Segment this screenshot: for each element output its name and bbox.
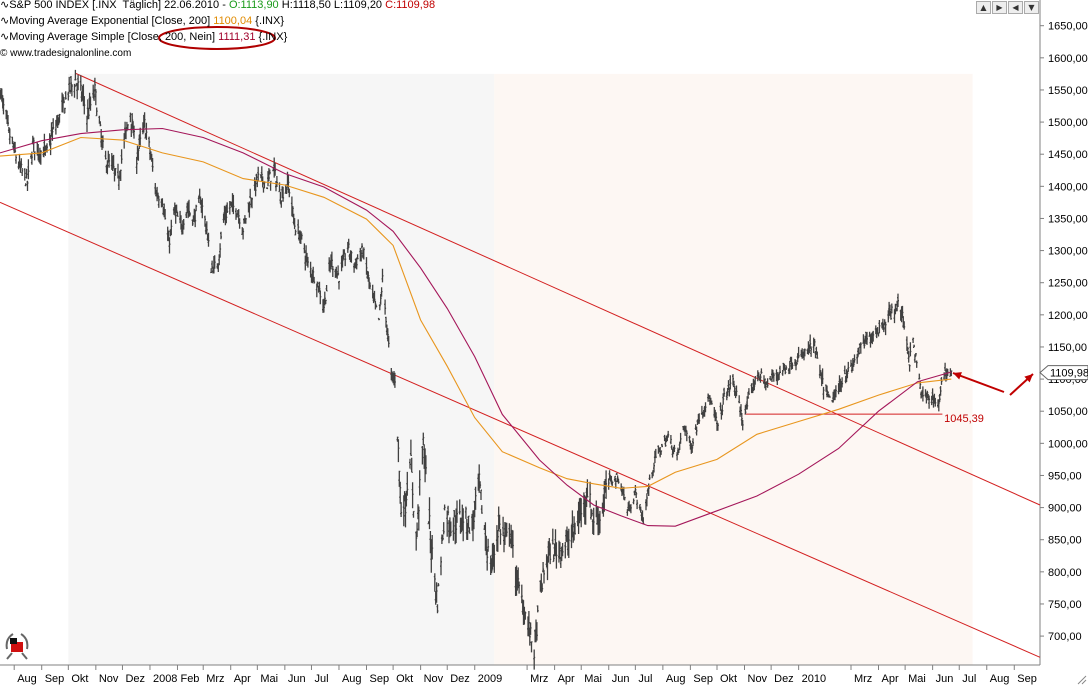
resize-grip-icon (1077, 675, 1087, 685)
scroll-left-button[interactable]: ◀ (1008, 1, 1023, 14)
x-tick-label: Apr (234, 673, 251, 685)
sma-line (0, 127, 952, 527)
trend-line (75, 72, 1041, 506)
shaded-region (68, 73, 495, 665)
arrow-to-price (952, 372, 1005, 393)
y-tick-label: 1300,00 (1048, 246, 1088, 258)
x-tick-label: Aug (17, 673, 37, 685)
x-tick-label: Okt (396, 673, 413, 685)
x-tick-label: Sep (369, 673, 389, 685)
x-tick-label: Jul (962, 673, 976, 685)
x-tick-label: Nov (99, 673, 119, 685)
window-controls: ▲ ▶ ◀ ▼ (976, 1, 1039, 14)
x-tick-label: 2009 (478, 673, 502, 685)
ema-icon: ∿ (0, 15, 10, 27)
scroll-up-button[interactable]: ▲ (976, 1, 991, 14)
x-tick-label: Mrz (530, 673, 548, 685)
x-tick-label: Jul (314, 673, 328, 685)
header-ohlc-line: ∿S&P 500 INDEX [.INX Täglich] 22.06.2010… (0, 0, 435, 13)
header-sma-line[interactable]: ∿Moving Average Simple [Close, 200, Nein… (0, 30, 287, 45)
y-tick-label: 1350,00 (1048, 213, 1088, 225)
x-tick-label: Mai (260, 673, 278, 685)
x-tick-label: Jul (638, 673, 652, 685)
chart-icon: ∿ (0, 0, 10, 11)
support-level-label: 1045,39 (944, 413, 984, 425)
shaded-region (494, 73, 973, 665)
x-tick-label: Sep (1017, 673, 1037, 685)
y-tick-label: 1000,00 (1048, 438, 1088, 450)
scroll-down-button[interactable]: ▼ (1024, 1, 1039, 14)
arrow-to-axis-head (1024, 374, 1033, 383)
sma-label: Moving Average Simple [Close, (9, 31, 165, 43)
y-tick-label: 750,00 (1048, 599, 1082, 611)
ema-label: Moving Average Exponential [Close, 200] (9, 15, 214, 27)
scroll-right-button[interactable]: ▶ (992, 1, 1007, 14)
y-tick-label: 1450,00 (1048, 149, 1088, 161)
x-tick-label: Jun (612, 673, 630, 685)
x-tick-label: Mrz (206, 673, 224, 685)
sma-symbol: {.INX} (255, 31, 288, 43)
x-tick-label: Apr (881, 673, 898, 685)
x-tick-label: Nov (424, 673, 444, 685)
sma-icon: ∿ (0, 31, 10, 43)
x-tick-label: 2010 (802, 673, 826, 685)
x-tick-label: Okt (71, 673, 88, 685)
x-tick-label: Mai (908, 673, 926, 685)
low-value: L:1109,20 (330, 0, 383, 11)
logo-icon (5, 633, 29, 660)
x-tick-label: Dez (774, 673, 794, 685)
close-value: C:1109,98 (382, 0, 436, 11)
y-tick-label: 800,00 (1048, 567, 1082, 579)
y-tick-label: 1250,00 (1048, 278, 1088, 290)
x-tick-label: Aug (666, 673, 686, 685)
ema-line (0, 136, 952, 489)
y-tick-label: 1400,00 (1048, 181, 1088, 193)
price-bars (0, 69, 953, 670)
symbol-info: S&P 500 INDEX [.INX Täglich] 22.06.2010 … (9, 0, 229, 11)
x-tick-label: Nov (748, 673, 768, 685)
x-tick-label: Feb (180, 673, 199, 685)
x-tick-label: Sep (693, 673, 713, 685)
x-tick-label: Aug (990, 673, 1010, 685)
y-tick-label: 850,00 (1048, 535, 1082, 547)
y-tick-label: 900,00 (1048, 503, 1082, 515)
ema-value: 1100,04 (213, 15, 253, 27)
open-value: O:1113,90 (228, 0, 279, 11)
x-tick-label: Jun (288, 673, 306, 685)
highlight-ellipse (158, 26, 276, 50)
ema-symbol: {.INX} (252, 15, 285, 27)
sma-params: 200, Nein] (164, 31, 216, 43)
x-tick-label: Dez (125, 673, 145, 685)
x-tick-label: Okt (720, 673, 737, 685)
x-tick-label: 2008 (153, 673, 177, 685)
y-tick-label: 1650,00 (1048, 21, 1088, 33)
y-tick-label: 1600,00 (1048, 53, 1088, 65)
last-value-tag (1039, 365, 1088, 381)
y-tick-label: 1500,00 (1048, 117, 1088, 129)
x-tick-label: Apr (558, 673, 575, 685)
y-tick-label: 950,00 (1048, 470, 1082, 482)
high-value: H:1118,50 (278, 0, 331, 11)
x-tick-label: Dez (450, 673, 470, 685)
x-tick-label: Sep (45, 673, 65, 685)
y-tick-label: 1150,00 (1048, 342, 1087, 354)
y-tick-label: 1200,00 (1048, 310, 1088, 322)
y-tick-label: 1550,00 (1048, 85, 1088, 97)
x-tick-label: Jun (936, 673, 954, 685)
header-ema-line[interactable]: ∿Moving Average Exponential [Close, 200]… (0, 14, 284, 29)
x-tick-label: Aug (342, 673, 362, 685)
x-tick-label: Mai (584, 673, 602, 685)
x-tick-label: Mrz (854, 673, 872, 685)
y-tick-label: 1050,00 (1048, 406, 1088, 418)
last-value-label: 1109,98 (1050, 368, 1088, 380)
source-credit: © www.tradesignalonline.com (0, 46, 131, 61)
sma-value: 1111,31 (215, 31, 256, 43)
arrow-to-price-head (953, 372, 962, 380)
trend-line (0, 201, 1041, 658)
source-text: © www.tradesignalonline.com (0, 48, 132, 59)
y-tick-label: 700,00 (1048, 631, 1082, 643)
